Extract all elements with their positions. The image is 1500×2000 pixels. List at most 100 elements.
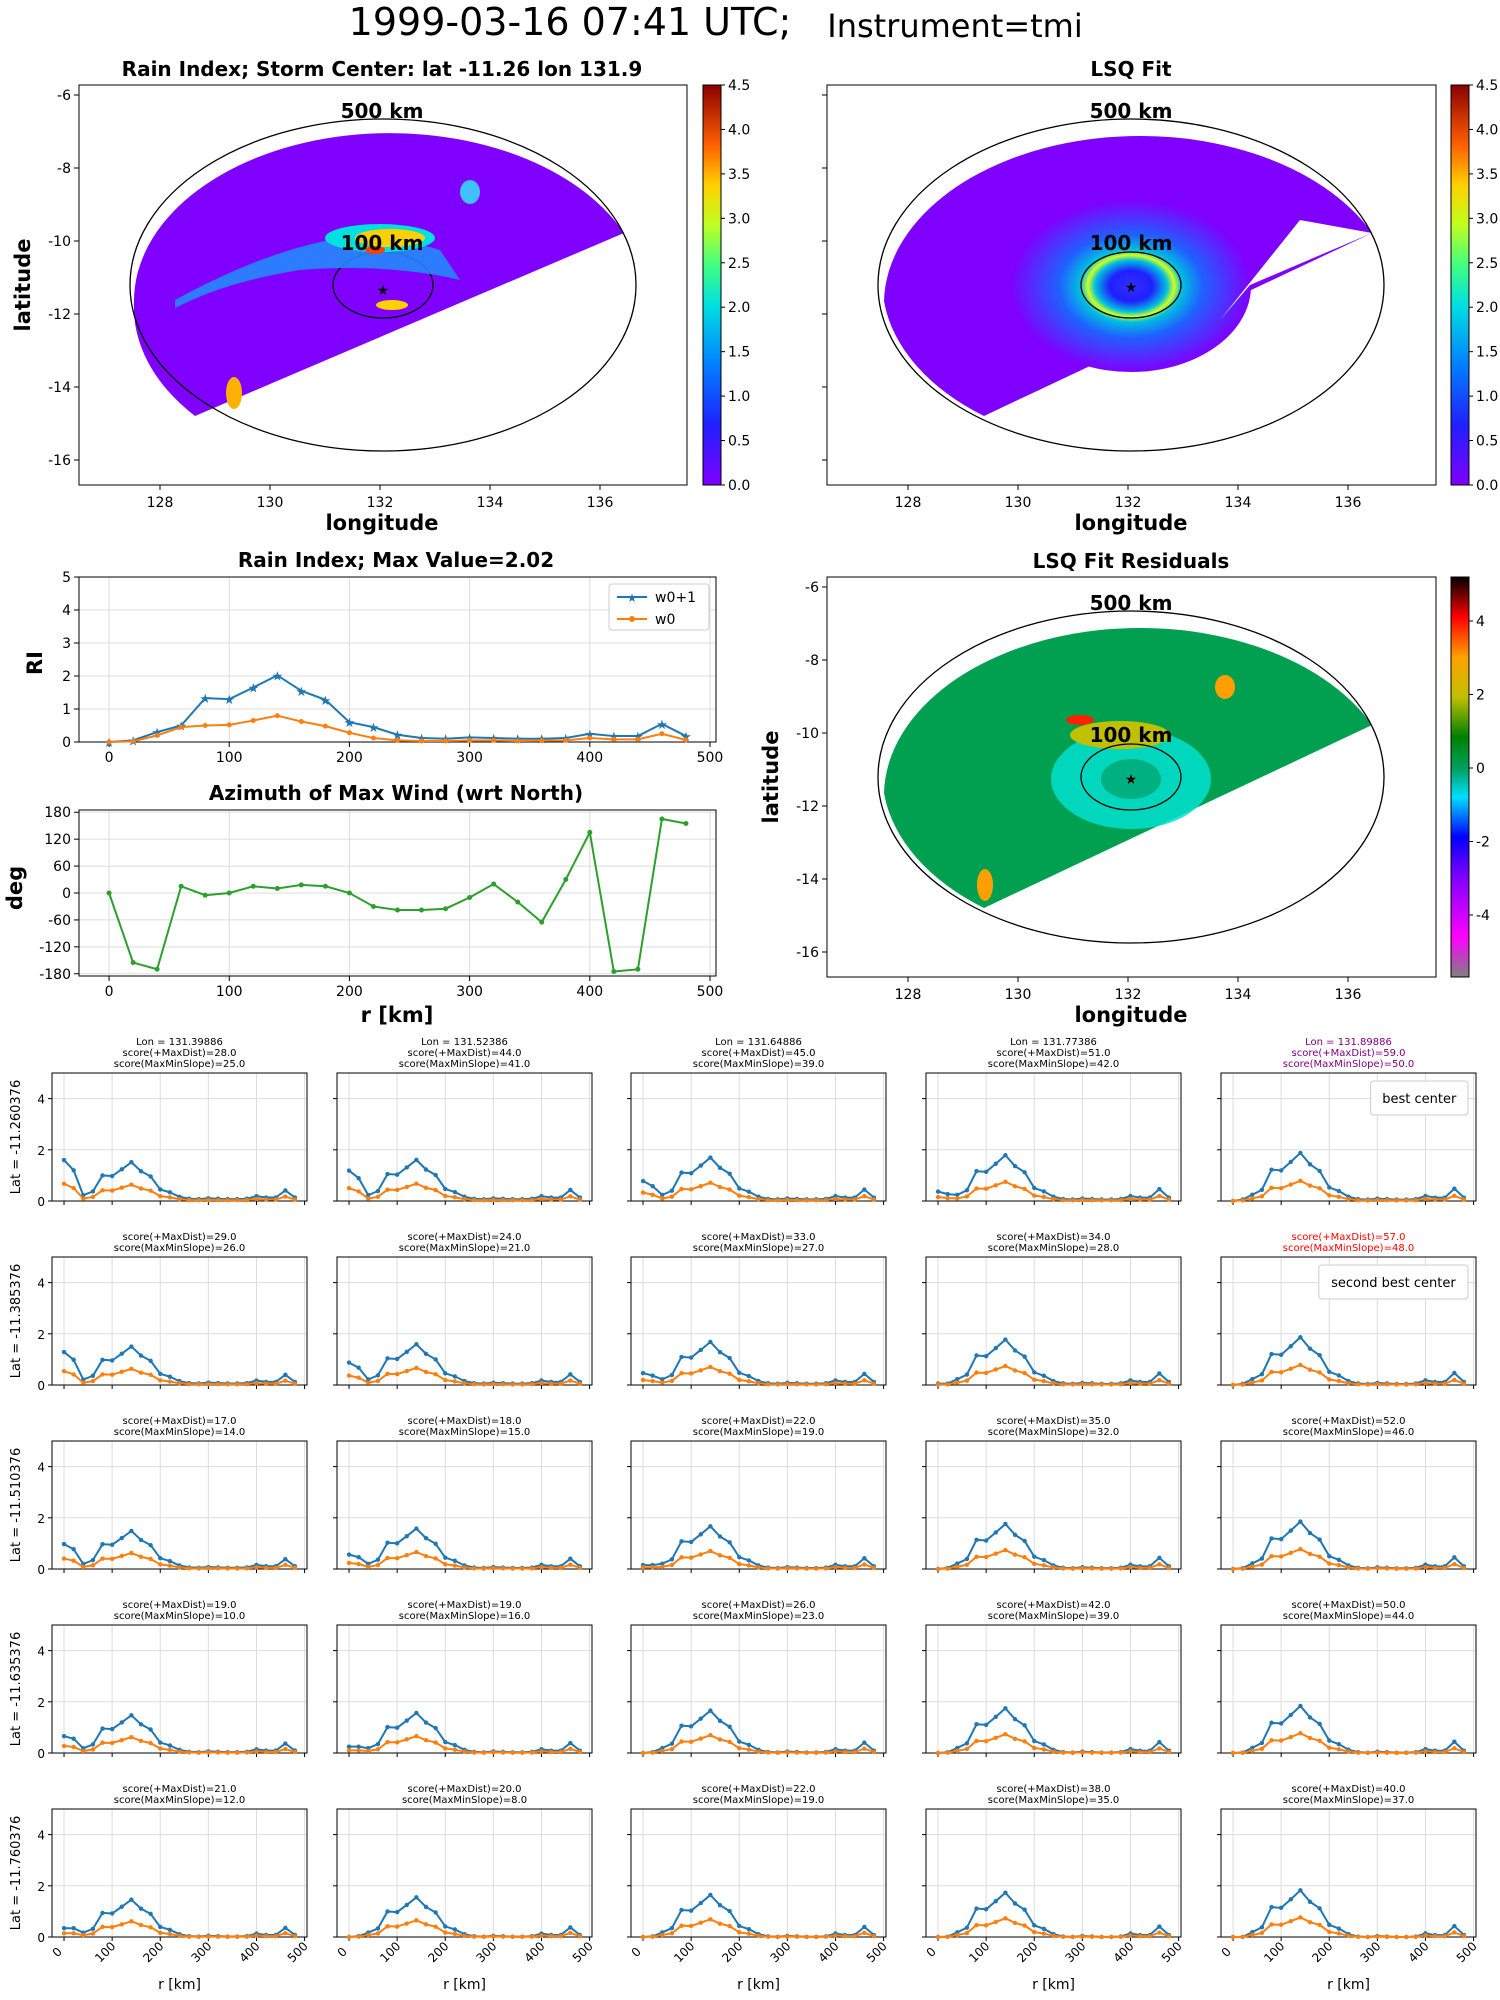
subplot-header: score(+MaxDist)=22.0 xyxy=(702,1416,816,1427)
subplot-r2-c3: score(+MaxDist)=35.0score(MaxMinSlope)=3… xyxy=(922,1416,1182,1573)
data-point xyxy=(746,1373,752,1379)
data-point xyxy=(167,1747,173,1753)
data-point xyxy=(548,1381,554,1386)
data-point xyxy=(100,1726,105,1731)
subplot-header: score(MaxMinSlope)=10.0 xyxy=(114,1611,245,1622)
data-point xyxy=(433,1172,438,1178)
data-point xyxy=(983,1370,989,1376)
data-point xyxy=(244,1750,250,1755)
data-point xyxy=(366,1748,371,1754)
data-point xyxy=(1278,1536,1284,1542)
data-point xyxy=(71,1925,76,1931)
data-point xyxy=(1317,1738,1322,1744)
subplot-frame xyxy=(630,1808,887,1938)
data-point xyxy=(659,731,665,737)
data-point xyxy=(1278,1738,1284,1743)
data-point xyxy=(568,1372,573,1377)
data-point xyxy=(1250,1561,1255,1566)
data-point xyxy=(955,1748,960,1754)
x-tick-label: 136 xyxy=(1335,495,1362,511)
subplot-header: score(+MaxDist)=18.0 xyxy=(408,1416,522,1427)
y-tick-label: 2 xyxy=(62,669,71,685)
subplot-r0-c1: Lon = 131.52386score(+MaxDist)=44.0score… xyxy=(333,1037,593,1205)
data-point xyxy=(462,1197,467,1202)
x-tick-label: 200 xyxy=(336,750,363,766)
row-lat-label: Lat = -11.635376 xyxy=(9,1632,24,1746)
y-tick-label: -12 xyxy=(796,799,819,815)
subplot-header: score(MaxMinSlope)=50.0 xyxy=(1283,1059,1414,1070)
y-tick-label: 0 xyxy=(37,1195,45,1209)
data-point xyxy=(717,1165,723,1170)
data-point xyxy=(785,1566,790,1571)
data-point xyxy=(1157,1562,1162,1567)
data-point xyxy=(462,1381,467,1386)
data-point xyxy=(1240,1934,1245,1940)
data-point xyxy=(346,1373,352,1378)
storm-center-star-icon: ★ xyxy=(1125,772,1138,788)
data-point xyxy=(1089,1934,1095,1939)
data-point xyxy=(1452,1923,1457,1929)
x-tick-label: 500 xyxy=(1159,1939,1185,1965)
data-point xyxy=(1269,1922,1274,1927)
y-tick-label: 0 xyxy=(62,735,71,751)
y-tick-label: 180 xyxy=(44,805,71,821)
data-point xyxy=(423,1922,429,1927)
data-point xyxy=(1259,1925,1265,1930)
data-point xyxy=(756,1381,761,1386)
data-point xyxy=(385,1540,390,1545)
x-tick-label: 134 xyxy=(1225,987,1252,1003)
data-point xyxy=(394,1725,400,1730)
data-point xyxy=(964,1746,970,1752)
data-point xyxy=(404,1737,409,1742)
subplot-frame xyxy=(51,1440,308,1570)
data-point xyxy=(1166,1565,1172,1571)
data-point xyxy=(708,1155,713,1160)
data-point xyxy=(1118,1566,1124,1571)
data-point xyxy=(650,1750,655,1755)
subplot-header: score(+MaxDist)=38.0 xyxy=(997,1784,1111,1795)
data-point xyxy=(1452,1193,1457,1199)
data-point xyxy=(322,883,328,889)
data-point xyxy=(1365,1382,1370,1387)
data-point xyxy=(1317,1721,1322,1727)
data-point xyxy=(61,1556,67,1561)
data-point xyxy=(871,1565,877,1571)
y-tick-label: -16 xyxy=(48,453,71,469)
data-point xyxy=(491,1197,496,1203)
data-point xyxy=(177,1565,182,1570)
data-point xyxy=(650,1183,655,1189)
colorbar-tick-label: 2 xyxy=(1476,688,1485,704)
lsq-fit-xlabel: longitude xyxy=(1074,511,1187,535)
data-point xyxy=(375,1378,381,1384)
data-point xyxy=(717,1718,723,1724)
data-point xyxy=(1109,1566,1114,1571)
data-point xyxy=(1375,1381,1380,1387)
data-point xyxy=(1394,1566,1399,1571)
subplot-r4-c3: score(+MaxDist)=38.0score(MaxMinSlope)=3… xyxy=(922,1784,1185,1993)
data-point xyxy=(186,1197,192,1203)
data-point xyxy=(974,1738,979,1744)
data-point xyxy=(443,1377,448,1383)
row-lat-label: Lat = -11.260376 xyxy=(9,1080,24,1194)
ring-label-100: 100 km xyxy=(1090,723,1173,747)
x-tick-label: 300 xyxy=(767,1939,793,1965)
data-point xyxy=(640,1370,646,1376)
row-lat-label: Lat = -11.760376 xyxy=(9,1816,24,1930)
data-point xyxy=(1355,1750,1361,1755)
x-tick-label: 300 xyxy=(456,750,483,766)
data-point xyxy=(346,1748,352,1753)
data-point xyxy=(794,1934,800,1939)
data-point-star: ★ xyxy=(247,682,259,697)
data-point xyxy=(254,1196,259,1202)
data-point xyxy=(385,1924,390,1929)
data-point xyxy=(1012,1163,1018,1169)
data-point xyxy=(119,1535,124,1541)
y-tick-label: 1 xyxy=(62,702,71,718)
data-point xyxy=(404,1184,409,1190)
subplot-header: score(+MaxDist)=19.0 xyxy=(408,1600,522,1611)
data-point xyxy=(1259,1372,1265,1377)
data-point xyxy=(1022,1186,1027,1192)
data-point xyxy=(679,1723,684,1728)
data-point xyxy=(215,1750,221,1755)
data-point xyxy=(244,1934,250,1939)
